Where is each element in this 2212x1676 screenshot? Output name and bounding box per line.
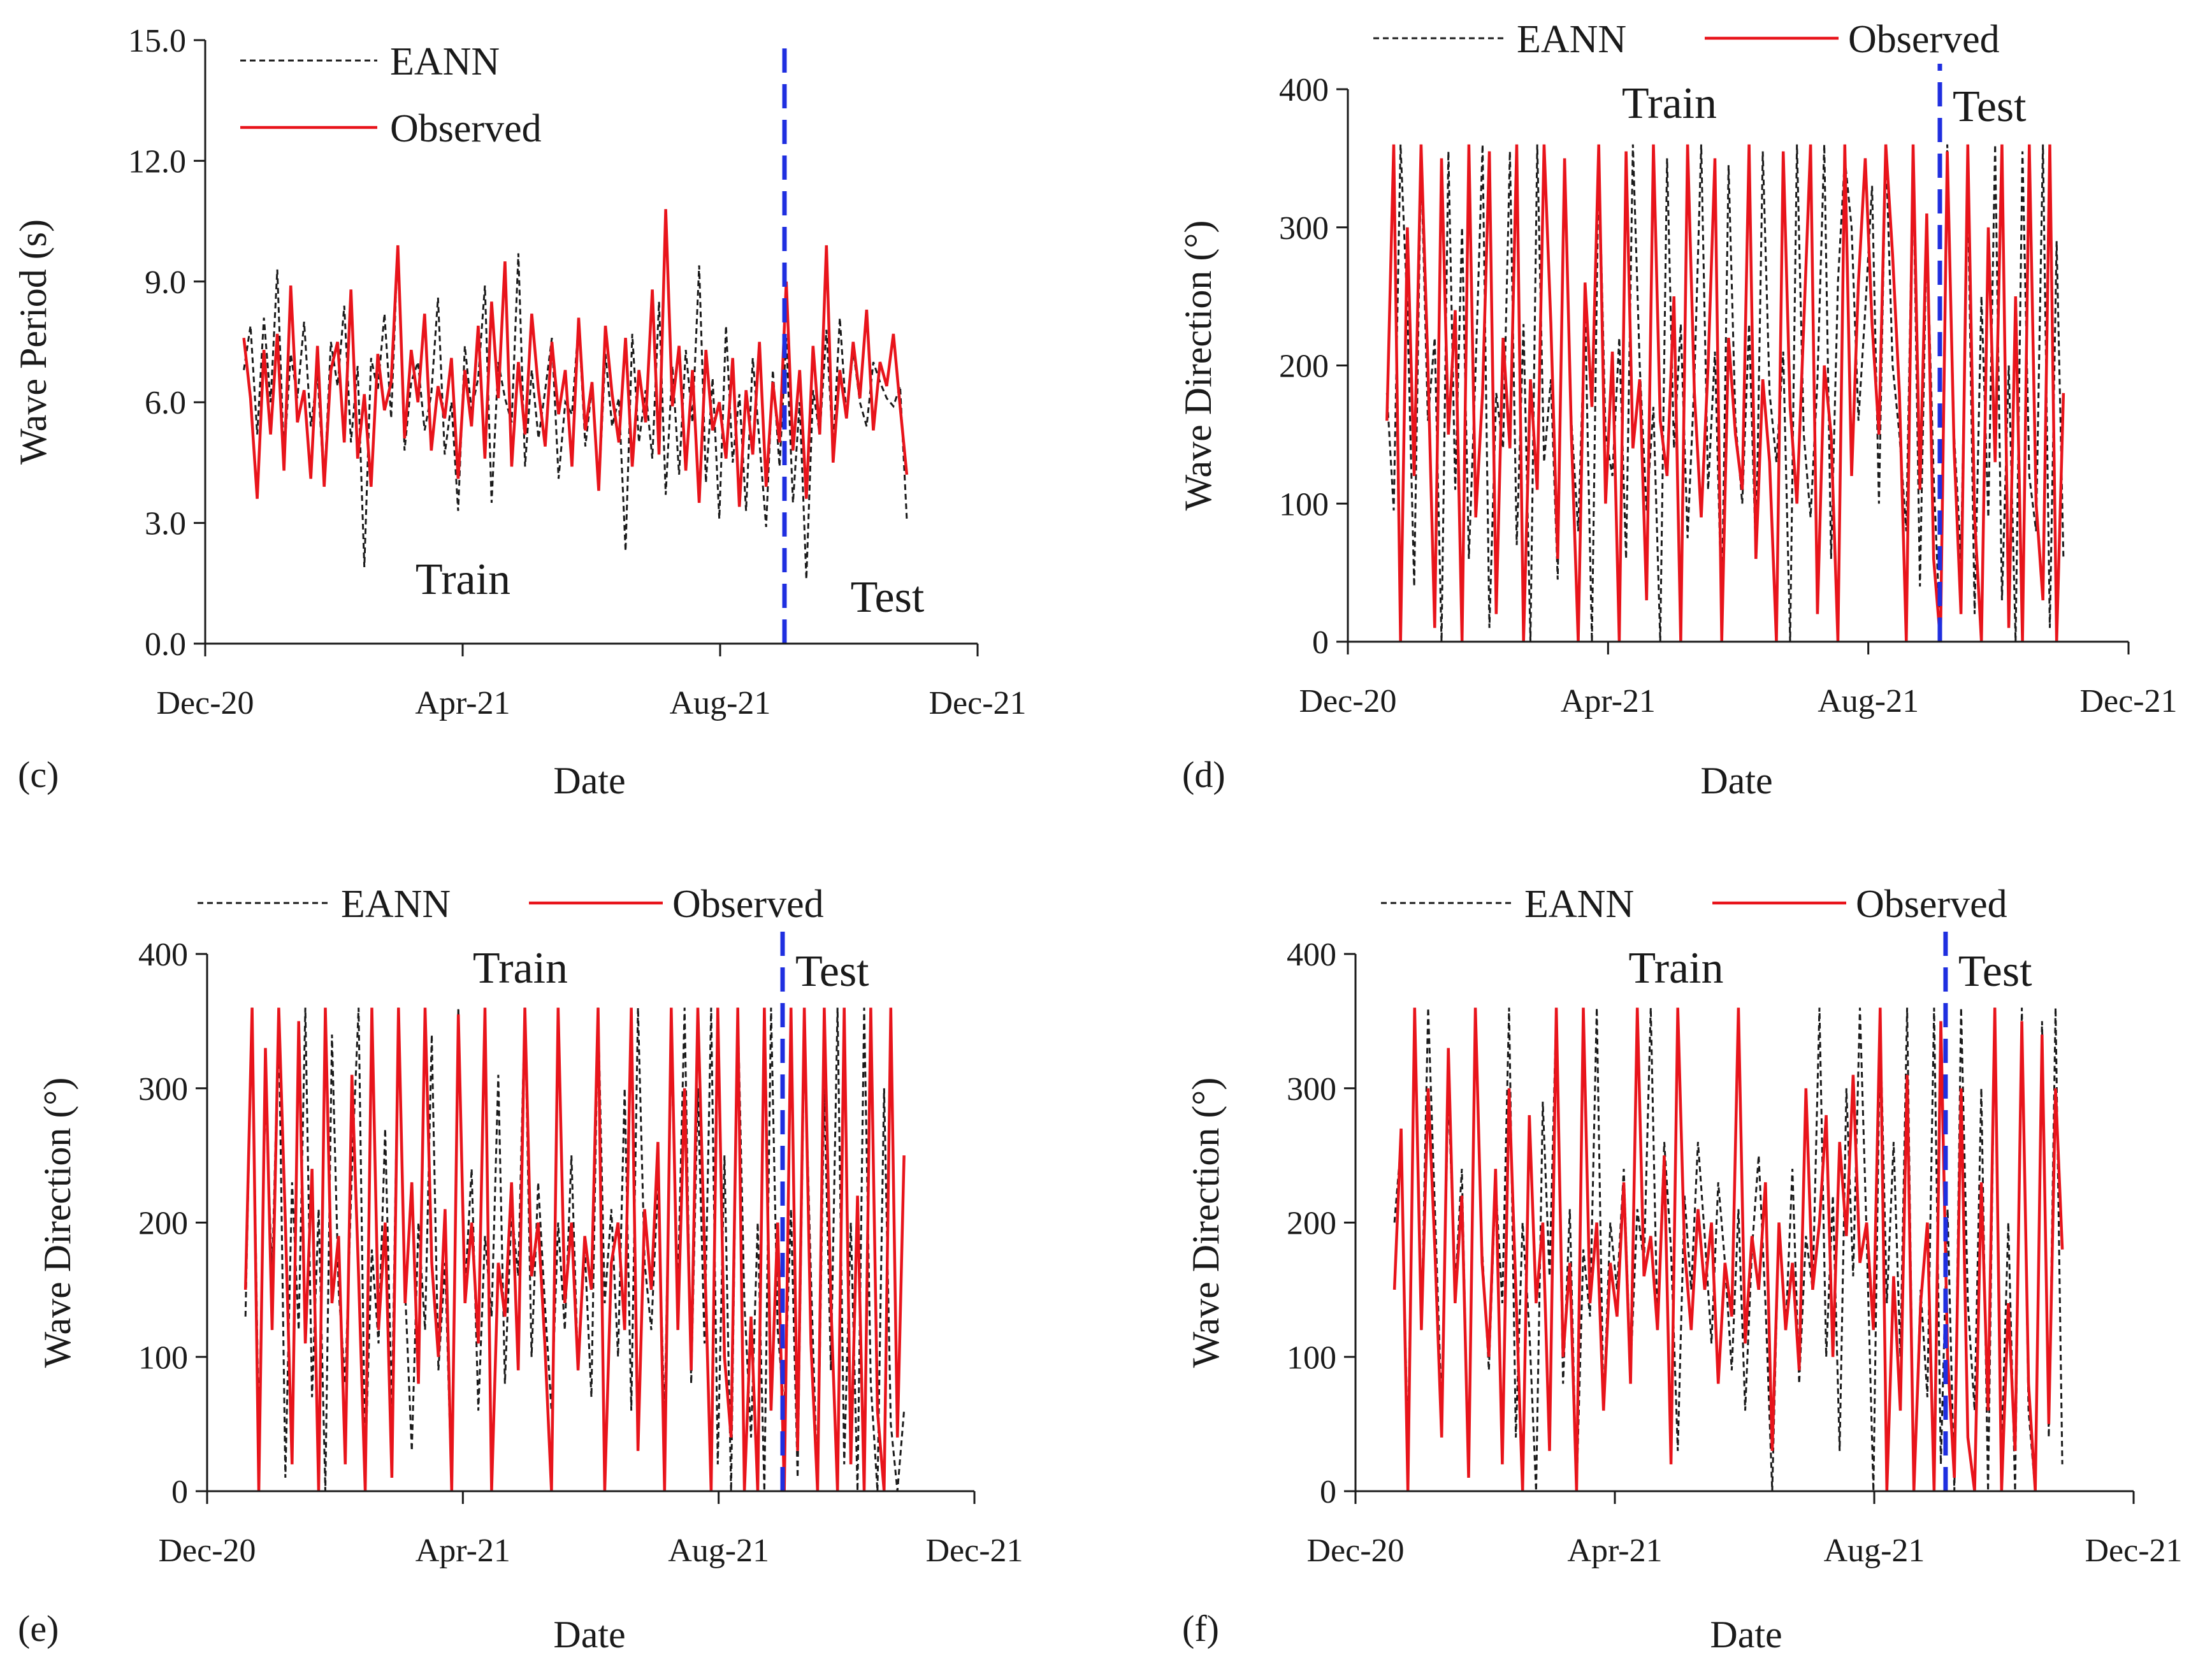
observed-series-line	[242, 209, 909, 507]
train-region-label: Train	[1628, 944, 1723, 993]
y-tick-label: 300	[1287, 1071, 1336, 1108]
y-tick-label: 0	[1312, 625, 1329, 661]
legend-observed-label: Observed	[1856, 883, 2007, 926]
y-tick-label: 300	[138, 1071, 188, 1108]
x-axis-label: Date	[1700, 760, 1772, 802]
y-tick-label: 300	[1279, 210, 1329, 247]
y-tick-label: 100	[1279, 486, 1329, 523]
legend-eann-label: EANN	[341, 883, 451, 926]
x-tick-label: Aug-21	[670, 685, 771, 721]
y-tick-label: 6.0	[145, 385, 186, 421]
observed-series-line	[1385, 144, 2065, 642]
chart-panel-1: 0.0 3.0 6.0 9.0 12.0 15.0 Dec-20 Apr-21 Aug-21 De…	[12, 23, 1027, 802]
x-tick-label: Dec-21	[2079, 683, 2177, 719]
train-region-label: Train	[1622, 79, 1717, 128]
x-tick-label: Aug-21	[1818, 683, 1919, 719]
panel-label: (e)	[18, 1608, 59, 1649]
x-axis-label: Date	[553, 760, 625, 802]
y-tick-label: 9.0	[145, 264, 186, 301]
x-tick-label: Apr-21	[1567, 1533, 1662, 1569]
legend-observed-label: Observed	[390, 107, 542, 150]
y-tick-label: 200	[1279, 349, 1329, 385]
y-tick-label: 200	[1287, 1206, 1336, 1242]
y-tick-label: 0	[171, 1474, 188, 1510]
y-tick-label: 12.0	[128, 143, 186, 180]
y-tick-label: 3.0	[145, 506, 186, 542]
legend-eann-label: EANN	[390, 40, 500, 83]
x-axis-label: Date	[1710, 1614, 1782, 1656]
x-tick-label: Apr-21	[415, 685, 510, 721]
x-tick-label: Dec-20	[1299, 683, 1396, 719]
y-tick-label: 400	[1287, 937, 1336, 973]
x-tick-label: Aug-21	[668, 1533, 769, 1569]
x-axis-label: Date	[553, 1614, 625, 1656]
test-region-label: Test	[795, 947, 869, 996]
y-axis-label: Wave Direction (°)	[1177, 220, 1219, 511]
y-tick-label: 400	[1279, 72, 1329, 108]
eann-series-line	[1393, 1008, 2064, 1492]
train-region-label: Train	[416, 555, 510, 604]
y-tick-label: 400	[138, 937, 188, 973]
legend-observed-label: Observed	[672, 883, 824, 926]
test-region-label: Test	[1958, 947, 2032, 996]
y-axis-label: Wave Direction (°)	[1185, 1078, 1227, 1368]
x-tick-label: Apr-21	[416, 1533, 510, 1569]
chart-panel-2: 0 100 200 300 400 Dec-20 Apr-21 Aug-21 Dec-21 Dat…	[1177, 18, 2178, 802]
x-tick-label: Dec-20	[1306, 1533, 1404, 1569]
panel-label: (c)	[18, 754, 59, 795]
observed-series-line	[243, 1008, 906, 1492]
test-region-label: Test	[851, 573, 925, 622]
eann-series-line	[244, 1008, 906, 1492]
train-region-label: Train	[473, 944, 568, 993]
x-tick-label: Dec-21	[929, 685, 1026, 721]
x-tick-label: Dec-20	[158, 1533, 256, 1569]
chart-panel-4: 0 100 200 300 400 Dec-20 Apr-21 Aug-21 Dec-21 Dat…	[1182, 883, 2183, 1656]
legend-eann-label: EANN	[1517, 18, 1626, 61]
y-tick-label: 0.0	[145, 626, 186, 663]
legend-observed-label: Observed	[1848, 18, 2000, 61]
y-tick-label: 0	[1320, 1474, 1336, 1510]
y-tick-label: 100	[1287, 1340, 1336, 1376]
chart-panel-3: 0 100 200 300 400 Dec-20 Apr-21 Aug-21 Dec-21 Dat…	[18, 883, 1023, 1656]
x-tick-label: Dec-20	[156, 685, 254, 721]
panel-label: (d)	[1182, 754, 1225, 795]
y-axis-label: Wave Period (s)	[12, 219, 54, 465]
y-tick-label: 15.0	[128, 23, 186, 59]
observed-series-line	[1392, 1008, 2064, 1492]
x-tick-label: Dec-21	[2085, 1533, 2182, 1569]
legend-eann-label: EANN	[1524, 883, 1634, 926]
panel-label: (f)	[1182, 1608, 1219, 1649]
y-tick-label: 100	[138, 1340, 188, 1376]
test-region-label: Test	[1953, 82, 2027, 131]
x-tick-label: Apr-21	[1561, 683, 1656, 719]
y-axis-label: Wave Direction (°)	[36, 1078, 78, 1368]
x-tick-label: Dec-21	[925, 1533, 1023, 1569]
y-tick-label: 200	[138, 1206, 188, 1242]
x-tick-label: Aug-21	[1824, 1533, 1925, 1569]
